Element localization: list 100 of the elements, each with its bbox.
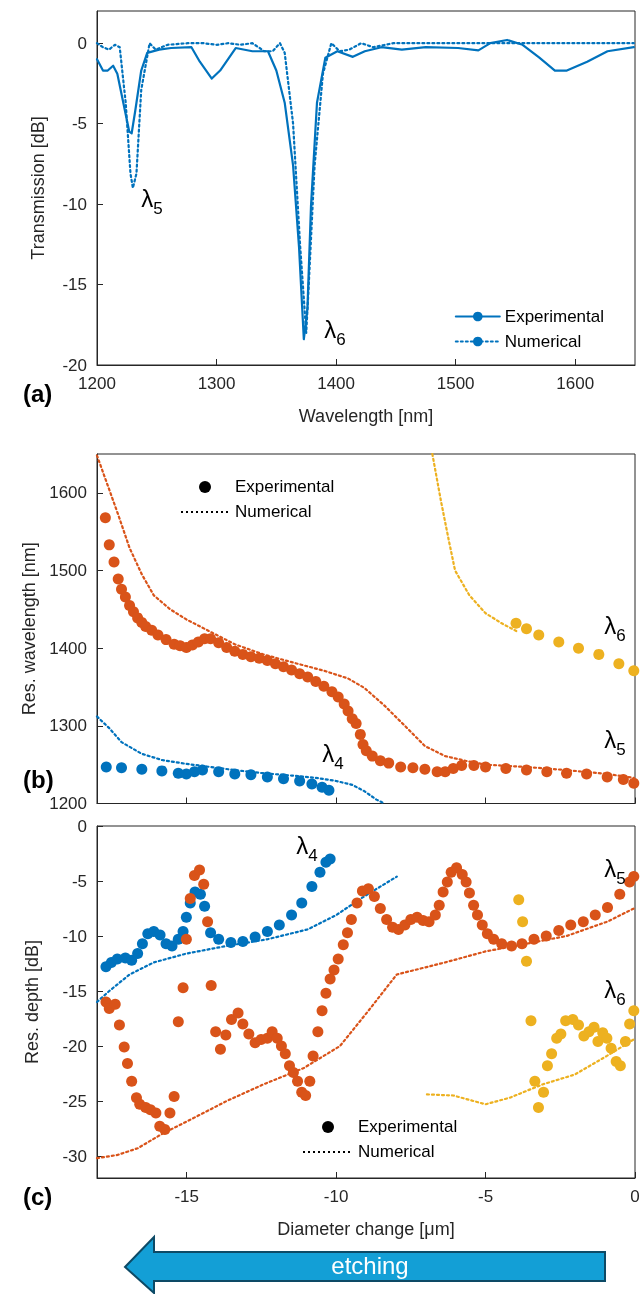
line-series bbox=[95, 715, 386, 805]
point bbox=[261, 771, 273, 783]
point bbox=[573, 642, 585, 654]
point bbox=[156, 765, 168, 777]
x-tick-label: -10 bbox=[323, 1187, 349, 1206]
x-tick-label: 1400 bbox=[317, 374, 356, 393]
y-tick-label: -5 bbox=[71, 871, 87, 891]
point bbox=[213, 933, 225, 945]
annotation: λ$_{6}$ bbox=[324, 316, 346, 351]
point bbox=[546, 1048, 558, 1060]
point bbox=[213, 766, 225, 778]
point bbox=[588, 1021, 600, 1033]
point bbox=[553, 636, 565, 648]
text: etching bbox=[330, 1251, 410, 1281]
y-tick-label: -5 bbox=[71, 114, 87, 134]
y-tick-label: -20 bbox=[62, 355, 87, 375]
point bbox=[538, 1086, 550, 1098]
y-tick-label: -10 bbox=[62, 194, 87, 214]
annotation: λ$_{5}$ bbox=[604, 855, 626, 890]
point bbox=[605, 1042, 617, 1054]
annotation: Experimental bbox=[358, 1117, 458, 1137]
text: (b) bbox=[23, 765, 54, 793]
point bbox=[521, 623, 532, 635]
y-tick-label: 0 bbox=[77, 33, 87, 53]
point bbox=[513, 894, 525, 906]
y-tick-label: 1400 bbox=[49, 638, 87, 658]
point bbox=[136, 763, 148, 775]
point bbox=[601, 1032, 613, 1044]
point bbox=[555, 1028, 567, 1040]
point bbox=[628, 665, 640, 677]
annotation: λ$_{4}$ bbox=[322, 740, 344, 775]
y-axis-title: Res. depth [dB] bbox=[22, 939, 42, 1065]
point bbox=[229, 768, 241, 780]
y-tick-label: -30 bbox=[62, 1146, 87, 1166]
y-axis-title: Res. wavelength [nm] bbox=[19, 542, 40, 716]
point bbox=[237, 936, 249, 947]
point bbox=[199, 900, 211, 912]
text: (a) bbox=[23, 379, 53, 407]
point bbox=[278, 773, 290, 785]
point bbox=[116, 762, 128, 774]
point bbox=[126, 954, 138, 966]
y-tick-label: -10 bbox=[62, 926, 87, 946]
point bbox=[525, 1015, 537, 1027]
y-tick-label: -25 bbox=[62, 1091, 87, 1111]
point bbox=[225, 937, 237, 949]
point bbox=[100, 761, 112, 773]
point bbox=[273, 919, 285, 931]
point bbox=[296, 897, 308, 909]
y-tick-label: 1200 bbox=[49, 794, 87, 813]
point bbox=[628, 1005, 640, 1017]
y-tick-label: 0 bbox=[77, 816, 87, 836]
point bbox=[624, 1018, 636, 1030]
point bbox=[205, 927, 217, 939]
point bbox=[306, 778, 318, 790]
point bbox=[541, 1060, 553, 1072]
x-tick-label: 0 bbox=[630, 1187, 640, 1206]
x-tick-label: 1600 bbox=[556, 374, 595, 393]
point bbox=[510, 617, 522, 629]
y-axis-title: Transmission [dB] bbox=[28, 116, 48, 260]
point bbox=[306, 881, 318, 892]
text: (c) bbox=[23, 1182, 53, 1210]
legend-label: Experimental bbox=[504, 307, 605, 326]
line-series bbox=[95, 875, 398, 1004]
line-series bbox=[425, 1038, 635, 1106]
point bbox=[154, 929, 166, 941]
point bbox=[197, 764, 209, 776]
point bbox=[529, 1075, 541, 1087]
line-series bbox=[95, 907, 635, 1160]
x-tick-label: -5 bbox=[477, 1187, 494, 1206]
y-tick-label: 1500 bbox=[49, 561, 87, 580]
x-tick-label: -15 bbox=[174, 1187, 199, 1206]
legend-label: Numerical bbox=[504, 332, 582, 351]
point bbox=[132, 948, 144, 960]
y-tick-label: -15 bbox=[62, 275, 87, 295]
point bbox=[194, 888, 206, 900]
point bbox=[249, 931, 261, 943]
point bbox=[614, 1060, 626, 1072]
annotation: Experimental bbox=[235, 477, 335, 497]
point bbox=[136, 938, 148, 950]
point bbox=[517, 916, 529, 928]
annotation: λ$_{4}$ bbox=[296, 832, 318, 867]
point bbox=[180, 911, 192, 923]
point bbox=[619, 1036, 631, 1048]
line-series bbox=[431, 452, 519, 633]
point bbox=[314, 866, 326, 878]
point bbox=[521, 955, 532, 967]
point bbox=[573, 1019, 585, 1031]
x-axis-title: Wavelength [nm] bbox=[298, 406, 434, 426]
y-tick-label: -20 bbox=[62, 1036, 87, 1056]
y-tick-label: 1600 bbox=[49, 483, 87, 503]
x-tick-label: 1500 bbox=[436, 374, 475, 393]
y-tick-label: 1300 bbox=[49, 716, 87, 736]
point bbox=[324, 853, 336, 865]
point bbox=[261, 926, 273, 938]
annotation: λ$_{6}$ bbox=[604, 976, 626, 1011]
y-tick-label: -15 bbox=[62, 981, 87, 1001]
annotation: Numerical bbox=[235, 502, 312, 522]
point bbox=[533, 629, 545, 641]
point bbox=[592, 1036, 604, 1048]
point bbox=[294, 775, 306, 787]
